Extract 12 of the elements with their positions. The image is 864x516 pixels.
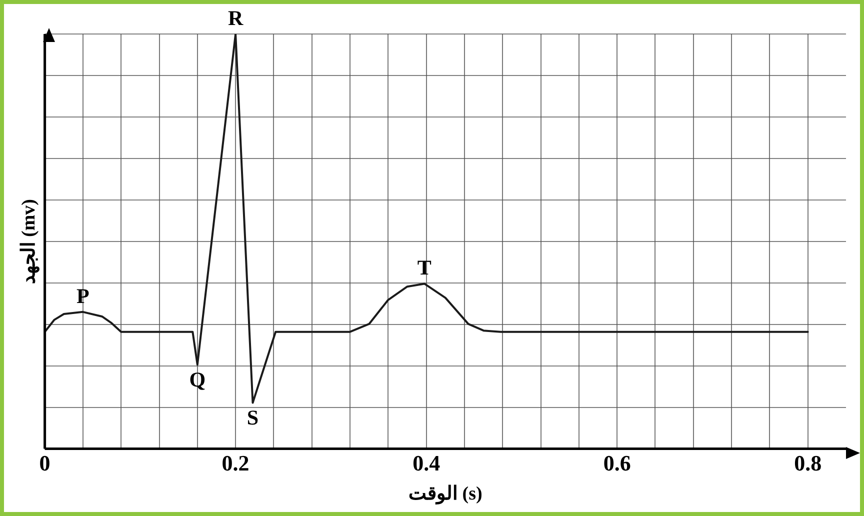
x-tick-label: 0.4 [412, 450, 440, 476]
x-tick-label: 0.8 [794, 450, 822, 476]
x-axis-title: الوقت (s) [408, 484, 482, 505]
annotation: S [246, 406, 259, 430]
x-tick-label: 0.6 [603, 450, 631, 476]
annotation: R [228, 6, 244, 30]
y-axis-title: الجهد (mv) [18, 199, 40, 284]
x-tick-label: 0 [39, 450, 50, 476]
annotation: T [417, 256, 432, 280]
annotation: Q [189, 368, 206, 392]
annotation: P [76, 284, 90, 308]
x-tick-label: 0.2 [222, 450, 250, 476]
